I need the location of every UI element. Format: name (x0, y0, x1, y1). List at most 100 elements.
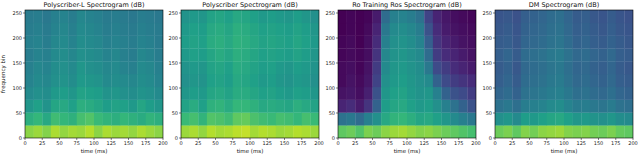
cell (450, 10, 459, 23)
cell (233, 100, 242, 113)
cell (310, 23, 319, 36)
cell (103, 48, 112, 61)
cell (442, 10, 451, 23)
cell (94, 36, 103, 49)
x-tick-label: 0 (336, 140, 339, 146)
cell (233, 61, 242, 74)
cell (34, 112, 43, 125)
cell (207, 23, 216, 36)
cell (42, 48, 51, 61)
cell (68, 112, 77, 125)
cell (34, 36, 43, 49)
cell (555, 74, 564, 87)
cell (267, 125, 276, 138)
cell (624, 125, 633, 138)
x-tick-label: 125 (262, 140, 272, 146)
cell (285, 48, 294, 61)
cell (338, 23, 347, 36)
cell (504, 48, 513, 61)
cell (190, 87, 199, 100)
cell (120, 36, 129, 49)
cell (154, 74, 163, 87)
cell (25, 87, 34, 100)
cell (68, 23, 77, 36)
cell (146, 36, 155, 49)
cell (381, 100, 390, 113)
cell (573, 100, 582, 113)
cell (616, 36, 625, 49)
cells (181, 10, 319, 138)
cell (68, 87, 77, 100)
cell (137, 112, 146, 125)
cell (424, 23, 433, 36)
cell (216, 125, 225, 138)
cell (442, 125, 451, 138)
cell (250, 36, 259, 49)
cell (547, 10, 556, 23)
panel: 0255075100125150175200050100150200250DM … (482, 1, 637, 154)
cell (85, 112, 94, 125)
cell (103, 61, 112, 74)
cell (276, 125, 285, 138)
cell (241, 100, 250, 113)
cell (416, 87, 425, 100)
cell (94, 10, 103, 23)
cell (34, 23, 43, 36)
cell (373, 87, 382, 100)
cell (433, 112, 442, 125)
cell (373, 36, 382, 49)
cell (302, 48, 311, 61)
cell (129, 36, 138, 49)
x-tick-label: 100 (245, 140, 255, 146)
cell (442, 36, 451, 49)
cell (381, 87, 390, 100)
cell (181, 100, 190, 113)
cell (190, 112, 199, 125)
y-tick (179, 138, 181, 139)
cell (521, 100, 530, 113)
cell (198, 125, 207, 138)
x-tick-label: 25 (509, 140, 515, 146)
cell (233, 74, 242, 87)
cell (381, 61, 390, 74)
cell (373, 61, 382, 74)
cell (190, 23, 199, 36)
y-tick-label: 0 (332, 135, 335, 141)
cell (521, 23, 530, 36)
cell (450, 125, 459, 138)
cell (467, 48, 476, 61)
cell (590, 112, 599, 125)
cell (347, 125, 356, 138)
cell (85, 23, 94, 36)
cell (590, 10, 599, 23)
cell (364, 36, 373, 49)
cell (68, 36, 77, 49)
cell (224, 10, 233, 23)
cell (467, 61, 476, 74)
cell (34, 10, 43, 23)
cell (467, 125, 476, 138)
cell (338, 100, 347, 113)
cell (267, 100, 276, 113)
cell (51, 87, 60, 100)
cell (607, 61, 616, 74)
y-tick-label: 150 (482, 60, 492, 66)
cell (85, 48, 94, 61)
x-tick-label: 25 (352, 140, 358, 146)
cell (495, 100, 504, 113)
cell (302, 23, 311, 36)
cell (146, 87, 155, 100)
x-tick-label: 0 (23, 140, 26, 146)
cell (293, 112, 302, 125)
cell (285, 36, 294, 49)
cell (60, 48, 69, 61)
x-label: time (ms) (551, 148, 578, 154)
cell (555, 36, 564, 49)
cell (416, 48, 425, 61)
cell (120, 10, 129, 23)
y-tick (179, 113, 181, 114)
cell (364, 23, 373, 36)
cell (241, 74, 250, 87)
cell (512, 87, 521, 100)
cell (459, 61, 468, 74)
